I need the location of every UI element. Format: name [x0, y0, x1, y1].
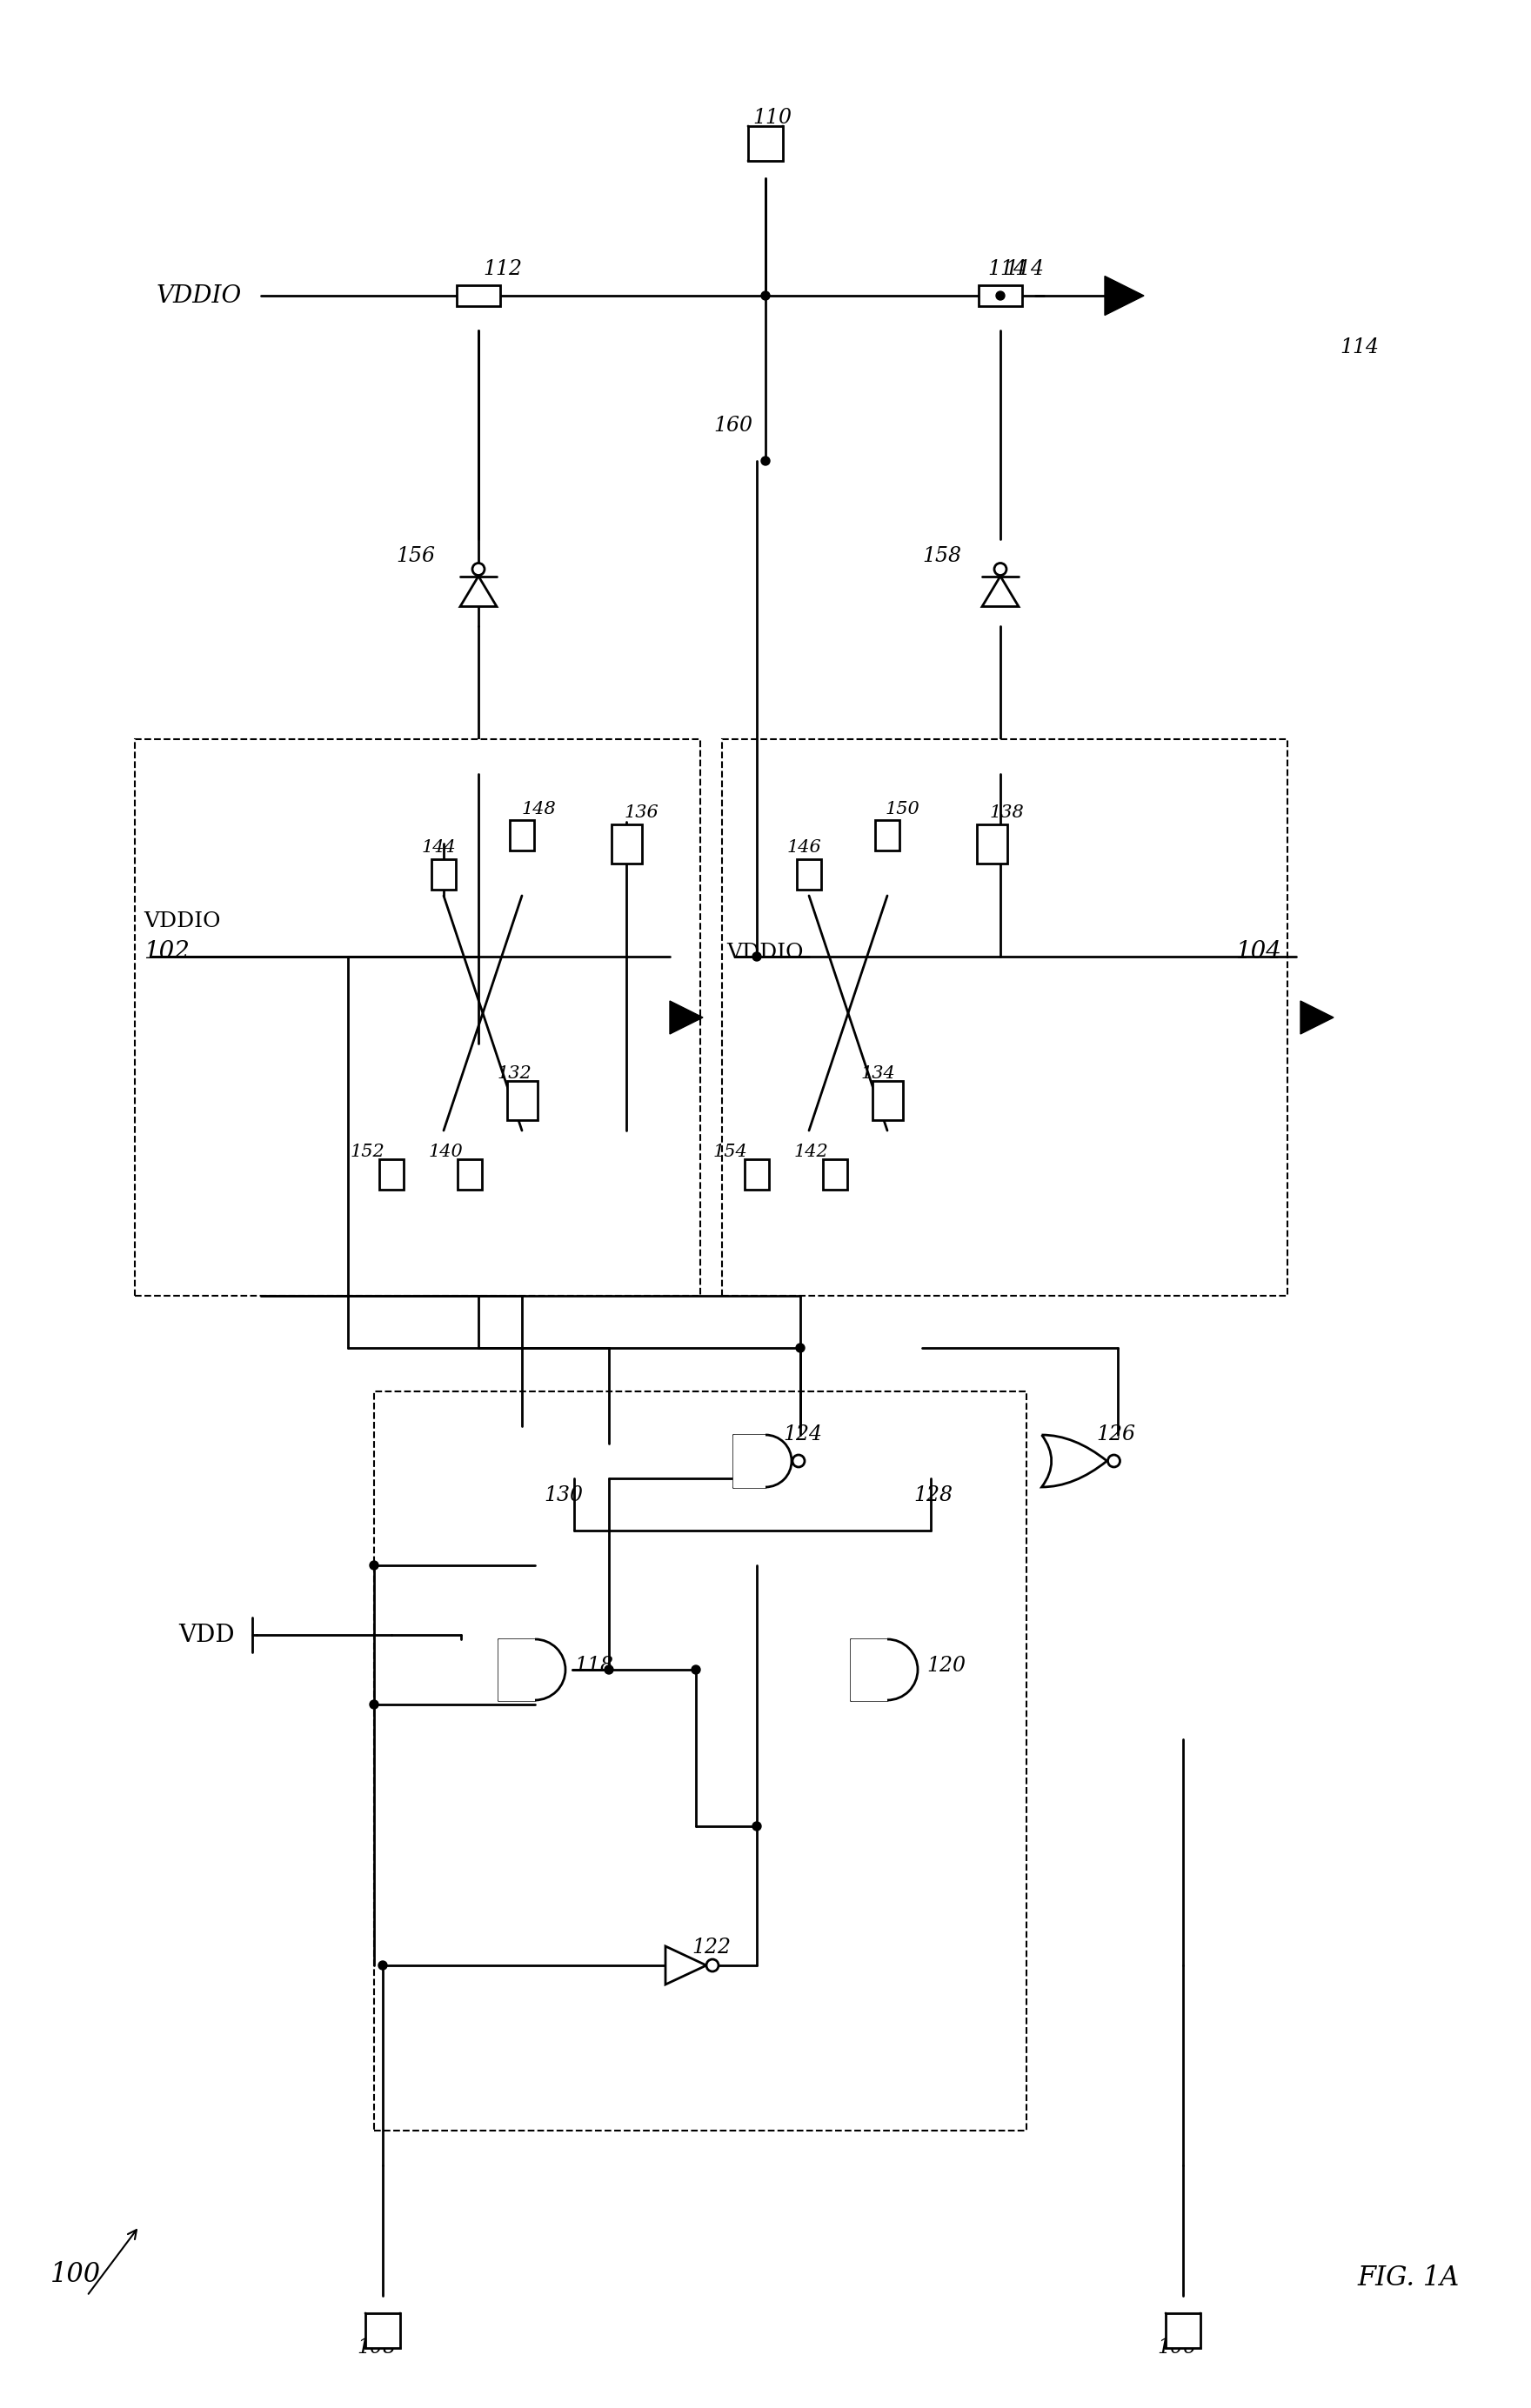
Circle shape	[761, 458, 770, 465]
Text: 140: 140	[429, 1144, 464, 1161]
Text: 146: 146	[787, 840, 822, 857]
Bar	[850, 1640, 894, 1700]
Polygon shape	[671, 1002, 703, 1033]
Bar	[611, 824, 641, 862]
Text: 114: 114	[987, 260, 1026, 279]
Bar	[498, 1640, 542, 1700]
Text: 152: 152	[351, 1144, 386, 1161]
Text: 136: 136	[625, 804, 660, 821]
Bar	[796, 860, 821, 889]
Text: VDDIO: VDDIO	[144, 913, 220, 932]
Text: 102: 102	[144, 942, 190, 963]
Polygon shape	[666, 1946, 706, 1984]
Bar	[876, 819, 900, 850]
Circle shape	[761, 291, 770, 301]
Text: 120: 120	[926, 1654, 966, 1676]
Circle shape	[994, 563, 1006, 576]
Bar	[749, 125, 782, 161]
Text: 148: 148	[522, 799, 556, 816]
Text: VDDIO: VDDIO	[156, 284, 242, 308]
Text: 114: 114	[1004, 260, 1044, 279]
Bar	[873, 1081, 902, 1120]
Polygon shape	[1300, 1002, 1334, 1033]
Bar	[977, 824, 1007, 862]
Text: 154: 154	[713, 1144, 747, 1161]
Circle shape	[706, 1960, 718, 1972]
Text: 100: 100	[51, 2261, 101, 2288]
Text: 104: 104	[1236, 942, 1281, 963]
Text: 160: 160	[713, 417, 752, 436]
Text: 124: 124	[782, 1426, 822, 1445]
Text: 158: 158	[922, 547, 961, 566]
Polygon shape	[981, 576, 1018, 607]
Bar	[733, 1435, 772, 1488]
Bar	[432, 860, 456, 889]
Text: FIG. 1A: FIG. 1A	[1356, 2266, 1459, 2292]
Text: 150: 150	[885, 799, 920, 816]
Circle shape	[752, 1823, 761, 1830]
Circle shape	[473, 563, 484, 576]
Text: 128: 128	[914, 1486, 952, 1505]
Text: 118: 118	[574, 1654, 614, 1676]
Bar	[380, 1158, 404, 1190]
Polygon shape	[461, 576, 496, 607]
Text: 110: 110	[752, 108, 792, 128]
Circle shape	[793, 1454, 805, 1466]
Text: 108: 108	[357, 2338, 397, 2357]
Bar	[458, 1158, 482, 1190]
Text: 114: 114	[1340, 337, 1379, 359]
Text: 130: 130	[544, 1486, 583, 1505]
Bar	[824, 1158, 847, 1190]
Circle shape	[752, 951, 761, 961]
Circle shape	[369, 1700, 378, 1710]
Text: 132: 132	[498, 1067, 533, 1081]
Text: 156: 156	[397, 547, 435, 566]
Text: 122: 122	[692, 1938, 730, 1958]
Text: 134: 134	[860, 1067, 896, 1081]
Text: 106: 106	[1157, 2338, 1196, 2357]
Bar	[366, 2314, 400, 2348]
Text: 142: 142	[795, 1144, 828, 1161]
Text: 138: 138	[991, 804, 1024, 821]
Text: VDDIO: VDDIO	[726, 942, 804, 963]
Bar	[723, 739, 1288, 1296]
Bar	[1165, 2314, 1200, 2348]
Circle shape	[369, 1560, 378, 1570]
Bar	[135, 739, 700, 1296]
Circle shape	[605, 1666, 614, 1674]
Text: VDD: VDD	[178, 1623, 234, 1647]
Bar	[510, 819, 534, 850]
Polygon shape	[1105, 277, 1144, 315]
Circle shape	[692, 1666, 700, 1674]
Text: 126: 126	[1096, 1426, 1134, 1445]
PathPatch shape	[1041, 1435, 1107, 1488]
Bar	[744, 1158, 769, 1190]
Circle shape	[796, 1344, 805, 1353]
Circle shape	[1108, 1454, 1121, 1466]
Circle shape	[997, 291, 1004, 301]
Circle shape	[378, 1960, 387, 1970]
Bar	[978, 284, 1023, 306]
Bar	[507, 1081, 537, 1120]
Bar	[374, 1392, 1026, 2131]
Bar	[456, 284, 501, 306]
Text: 112: 112	[482, 260, 522, 279]
Text: 144: 144	[423, 840, 456, 857]
